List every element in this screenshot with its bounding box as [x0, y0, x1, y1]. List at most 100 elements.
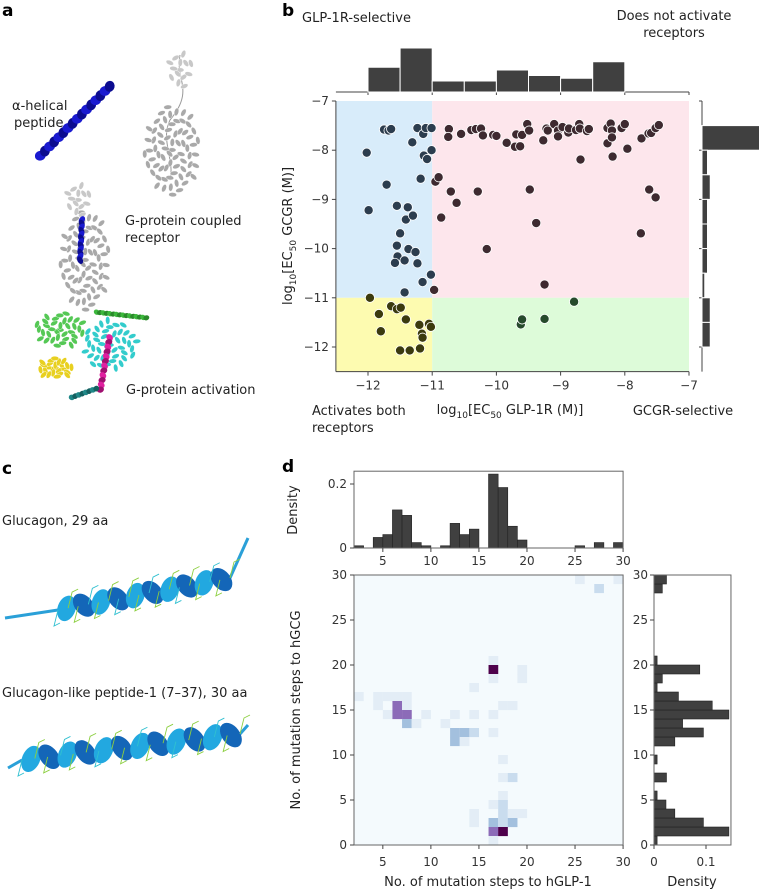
g-beta-domain: [116, 328, 124, 336]
receptor-helix: [142, 149, 148, 159]
x-tick-label: 5: [379, 855, 387, 869]
receptor-helix: [99, 251, 109, 257]
scatter-point: [426, 123, 437, 134]
receptor-helix: [184, 143, 190, 153]
helix-turn: [93, 385, 100, 392]
hist-bar: [653, 808, 676, 819]
x-tick-label: 20: [519, 855, 534, 869]
x-tick-label: −8: [616, 379, 634, 393]
helix-turn: [99, 372, 107, 379]
hist-bar: [653, 574, 667, 585]
receptor-domain: [171, 54, 180, 61]
heatmap-cell: [373, 692, 383, 702]
receptor-helix: [169, 138, 175, 147]
scatter-point: [517, 314, 528, 325]
x-tick-label: 0.1: [696, 855, 715, 869]
receptor-helix: [168, 192, 177, 198]
side-chain: [114, 598, 121, 616]
receptor-helix: [71, 216, 80, 222]
hist-frame: [353, 470, 624, 549]
g-alpha-domain: [57, 321, 63, 330]
heatmap-cell: [498, 701, 508, 711]
g-beta-domain: [84, 327, 92, 336]
right-hist-x-label: Density: [667, 875, 717, 890]
hist-bar: [653, 691, 679, 702]
hist-bar: [701, 272, 706, 299]
x-tick-label: 20: [519, 554, 534, 568]
x-tick-label: 25: [567, 554, 582, 568]
receptor-helix: [144, 137, 153, 143]
heatmap-cell: [382, 692, 393, 702]
receptor-helix: [152, 144, 158, 153]
g-gamma-domain: [37, 365, 43, 374]
helix-turn: [77, 256, 84, 264]
label-both-line1: Activates both: [312, 404, 406, 419]
g-alpha-domain: [72, 316, 81, 324]
side-chain: [145, 744, 153, 762]
scatter-point: [425, 321, 436, 332]
g-beta-domain: [120, 349, 129, 356]
y-tick-label: 0: [640, 838, 648, 852]
g-gamma-domain: [69, 363, 74, 372]
helix-turn: [104, 80, 115, 92]
hist-bar: [411, 542, 422, 549]
scatter-point: [417, 332, 428, 343]
scatter-point: [477, 130, 488, 141]
g-beta-domain: [91, 331, 100, 338]
helix-turn: [104, 343, 112, 351]
hist-bar: [653, 736, 676, 747]
scatter-point: [531, 218, 542, 229]
hist-bar: [701, 198, 708, 225]
receptor-helix: [191, 162, 200, 169]
g-gamma-domain: [38, 359, 47, 366]
hist-bar: [653, 700, 713, 711]
y-tick-label: −9: [311, 192, 329, 206]
heatmap-cell: [488, 728, 499, 738]
side-chain: [34, 739, 46, 759]
y-tick-label: −10: [304, 242, 329, 256]
y-tick-label: 10: [633, 748, 648, 762]
panel-letter-c: c: [2, 459, 12, 479]
receptor-helix: [174, 139, 182, 147]
scatter-point: [436, 212, 447, 223]
receptor-helix: [152, 162, 161, 169]
scatter-point: [619, 119, 630, 130]
heatmap-cell: [488, 710, 499, 720]
heatmap-cell: [498, 818, 508, 828]
helix-turn: [106, 334, 113, 341]
y-tick-label: 10: [332, 748, 347, 762]
helix-turn: [110, 735, 133, 761]
right-histogram-d: 0 0.1 0 5 10 15 20 25 30: [633, 568, 732, 869]
y-tick-label: 20: [332, 658, 347, 672]
heatmap-cell: [382, 710, 393, 720]
hist-bar: [592, 61, 626, 93]
receptor-helix: [87, 248, 94, 256]
receptor-helix: [173, 107, 180, 117]
side-chain: [128, 577, 140, 597]
hist-bar: [653, 772, 667, 783]
g-beta-domain: [113, 363, 119, 373]
g-beta-domain: [111, 353, 120, 360]
receptor-domain: [184, 71, 193, 77]
receptor-helix: [96, 243, 105, 249]
receptor-helix: [156, 131, 164, 139]
panel-d-heatmap: 00.25 10 15 20 25 30 5 10 15 20 25 30051015202530 …: [286, 470, 732, 890]
scatter-point: [429, 284, 440, 295]
scatter-point: [417, 277, 428, 288]
heatmap-cell: [402, 701, 412, 711]
hist-bar: [495, 69, 529, 93]
receptor-helix: [64, 281, 71, 289]
g-alpha-domain: [68, 341, 75, 350]
scatter-point: [426, 145, 437, 156]
heatmap-cell: [488, 656, 499, 666]
g-alpha-domain: [53, 343, 62, 349]
helix-turn: [143, 315, 150, 321]
receptor-helix: [145, 125, 153, 132]
hist-bar: [701, 174, 711, 200]
top-hist-y-label: Density: [286, 485, 301, 535]
scatter-point: [644, 184, 655, 195]
scatter-point: [636, 133, 647, 144]
scatter-point: [539, 313, 550, 324]
heatmap-cell: [469, 728, 480, 738]
